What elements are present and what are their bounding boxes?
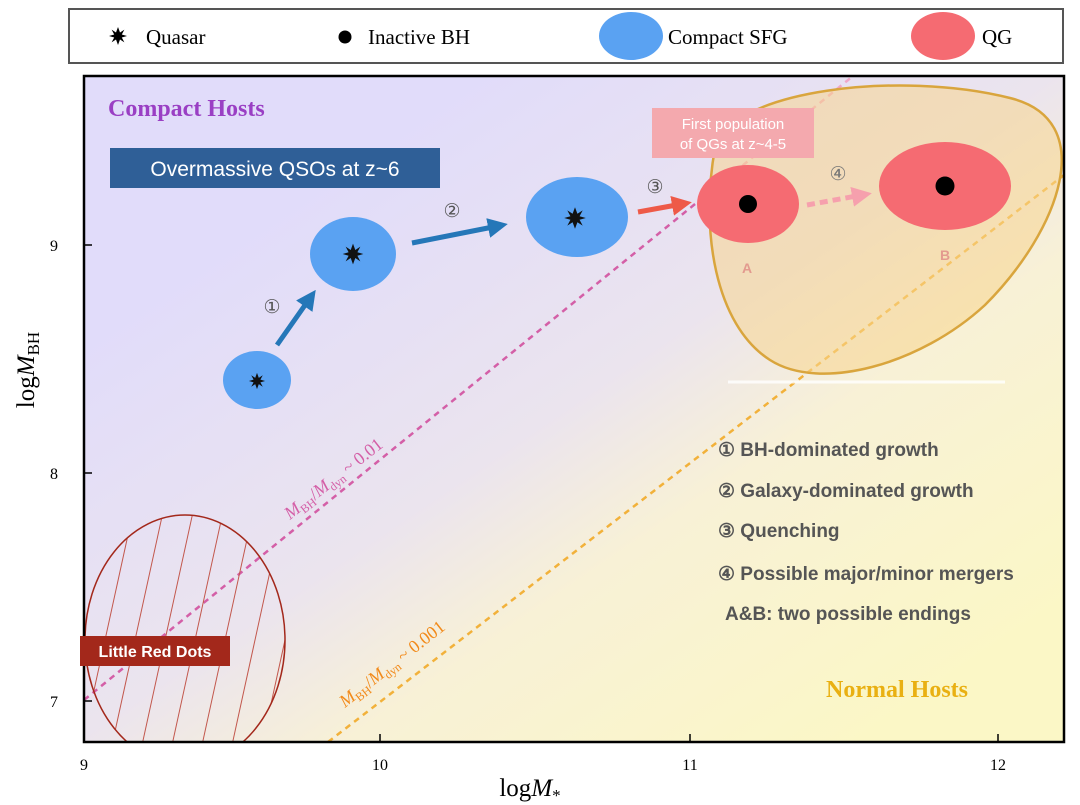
legend-inactive-bh-label: Inactive BH — [368, 25, 470, 49]
legend-compact-sfg-label: Compact SFG — [668, 25, 788, 49]
plot-frame — [82, 74, 1066, 744]
first-population-box — [652, 108, 814, 158]
quasar-stage-1-icon — [248, 372, 266, 390]
y-axis-label: logMBH — [13, 332, 43, 408]
quasar-stage-2-icon — [342, 243, 364, 265]
step-2-label: ② — [443, 201, 460, 222]
y-tick-label-8: 8 — [50, 466, 58, 483]
arrow-step-3 — [637, 195, 692, 216]
x-axis-label: logM* — [499, 775, 560, 805]
endpoint-a-label: A — [742, 260, 752, 276]
note-endings: A&B: two possible endings — [725, 604, 971, 625]
overmassive-qsos-label: Overmassive QSOs at z~6 — [150, 158, 399, 181]
legend-qg-icon — [911, 12, 975, 60]
legend-inactive-bh-icon — [338, 30, 352, 44]
inactive-bh-b-icon — [935, 176, 955, 196]
first-population-line1: First population — [682, 116, 785, 133]
note-galaxy-growth: ② Galaxy-dominated growth — [718, 481, 974, 502]
endpoint-b-label: B — [940, 247, 950, 263]
step-1-label: ① — [263, 297, 280, 318]
ratio-high-line — [84, 199, 701, 701]
note-quenching: ③ Quenching — [718, 521, 840, 542]
little-red-dots-box — [80, 636, 230, 666]
x-tick-label-10: 10 — [372, 757, 388, 774]
y-tick-label-7: 7 — [50, 694, 58, 711]
first-population-line2: of QGs at z~4-5 — [680, 136, 786, 153]
legend-box — [68, 8, 1064, 64]
arrow-step-2 — [411, 218, 508, 246]
legend-quasar-label: Quasar — [146, 25, 205, 49]
x-tick-label-9: 9 — [80, 757, 88, 774]
compact-hosts-label: Compact Hosts — [108, 96, 265, 122]
legend-quasar-icon — [109, 27, 127, 45]
arrow-step-4 — [806, 186, 872, 208]
normal-hosts-label: Normal Hosts — [826, 677, 968, 703]
y-tick-label-9: 9 — [50, 238, 58, 255]
x-tick-label-11: 11 — [682, 757, 697, 774]
legend-compact-sfg-icon — [599, 12, 663, 60]
step-3-label: ③ — [646, 177, 663, 198]
step-4-label: ④ — [829, 164, 846, 185]
arrow-step-1 — [274, 289, 316, 347]
legend-qg-label: QG — [982, 25, 1012, 49]
overmassive-qsos-box — [110, 148, 440, 188]
quasar-stage-3-icon — [564, 207, 586, 229]
note-bh-growth: ① BH-dominated growth — [718, 440, 939, 461]
x-tick-label-12: 12 — [990, 757, 1006, 774]
note-mergers: ④ Possible major/minor mergers — [718, 564, 1014, 585]
inactive-bh-a-icon — [739, 195, 757, 213]
little-red-dots-label: Little Red Dots — [99, 644, 212, 661]
